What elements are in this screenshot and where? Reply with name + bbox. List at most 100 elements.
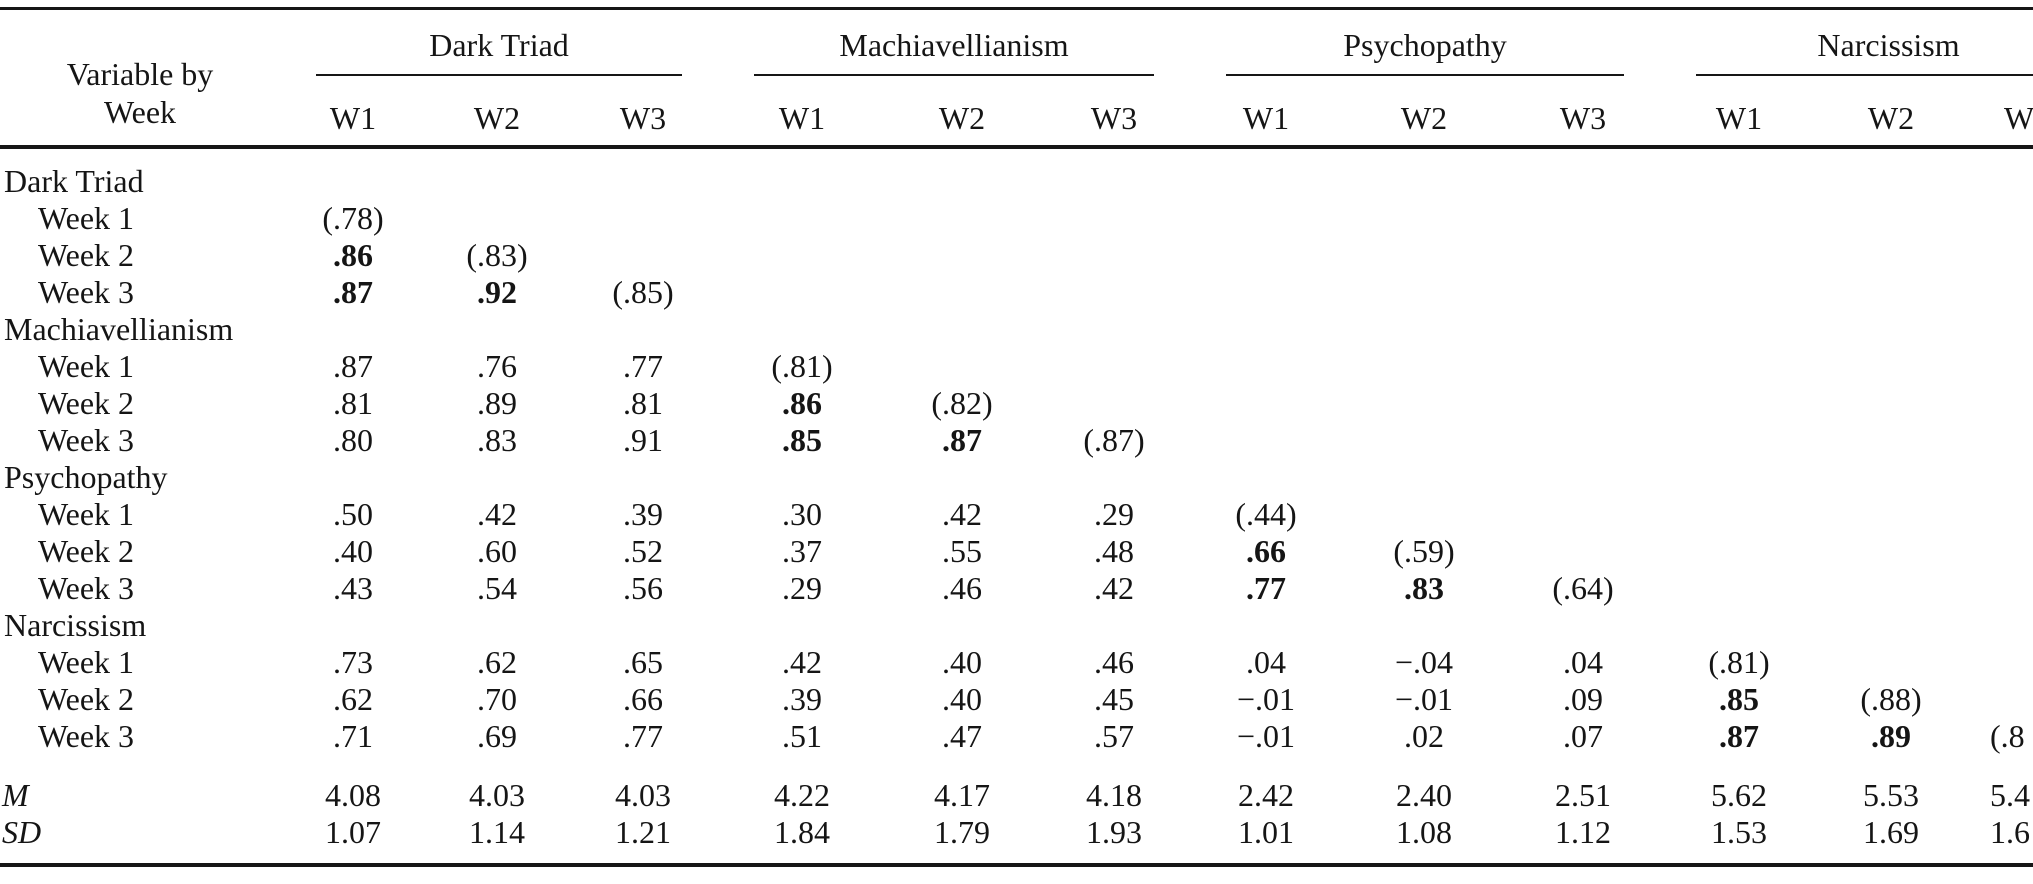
table-cell bbox=[886, 348, 1038, 385]
table-cell: .65 bbox=[623, 643, 663, 680]
table-cell bbox=[1038, 459, 1190, 496]
table-row: Week 1 .87 .76 .77 (.81) bbox=[0, 348, 2033, 385]
table-cell bbox=[1038, 385, 1190, 422]
table-cell bbox=[1506, 422, 1660, 459]
table-cell bbox=[1964, 200, 2033, 237]
table-cell bbox=[718, 237, 886, 274]
table-cell: .42 bbox=[1094, 569, 1135, 606]
table-row: Week 2 .40 .60 .52 .37 .55 .48 .66 (.59) bbox=[0, 533, 2033, 570]
table-cell: .70 bbox=[477, 680, 517, 717]
table-cell bbox=[1342, 147, 1506, 200]
table-cell: .89 bbox=[1871, 717, 1912, 754]
table-row: Machiavellianism bbox=[0, 311, 2033, 348]
table-cell bbox=[568, 147, 718, 200]
table-cell bbox=[1506, 237, 1660, 274]
table-cell: (.87) bbox=[1083, 421, 1145, 458]
table-cell bbox=[1506, 533, 1660, 570]
table-row: Psychopathy bbox=[0, 459, 2033, 496]
row-label: Week 2 bbox=[38, 384, 135, 421]
row-label: Psychopathy bbox=[4, 458, 168, 495]
table-cell bbox=[1964, 459, 2033, 496]
table-cell bbox=[886, 459, 1038, 496]
table-row: Dark Triad bbox=[0, 147, 2033, 200]
table-cell bbox=[1660, 200, 1818, 237]
group-spanner: Machiavellianism bbox=[754, 28, 1155, 76]
table-cell bbox=[1342, 496, 1506, 533]
table-cell bbox=[1506, 311, 1660, 348]
table-cell: 1.12 bbox=[1555, 813, 1612, 850]
table-cell: .52 bbox=[623, 532, 663, 569]
table-cell bbox=[1342, 311, 1506, 348]
table-cell: .77 bbox=[1246, 569, 1287, 606]
row-label: Week 3 bbox=[38, 717, 135, 754]
table-cell: 4.18 bbox=[1086, 776, 1143, 813]
table-cell bbox=[718, 607, 886, 644]
table-cell bbox=[1818, 200, 1964, 237]
row-label: Week 1 bbox=[38, 347, 135, 384]
table-cell bbox=[1818, 274, 1964, 311]
table-cell: .77 bbox=[623, 347, 663, 384]
table-cell bbox=[1190, 607, 1342, 644]
week-col-header: W3 bbox=[1559, 99, 1607, 136]
table-cell: 1.69 bbox=[1863, 813, 1920, 850]
table-cell: 4.08 bbox=[325, 776, 381, 813]
table-row: Week 1 .50 .42 .39 .30 .42 .29 (.44) bbox=[0, 496, 2033, 533]
table-cell: .87 bbox=[333, 347, 373, 384]
table-cell: .29 bbox=[1094, 495, 1135, 532]
table-cell: 5.53 bbox=[1863, 776, 1920, 813]
table-cell bbox=[1964, 607, 2033, 644]
table-cell bbox=[280, 459, 426, 496]
stub-header: Variable by Week bbox=[0, 9, 280, 147]
table-cell: −.01 bbox=[1236, 680, 1296, 717]
table-cell: .04 bbox=[1563, 643, 1604, 680]
table-cell: (.83) bbox=[466, 236, 528, 273]
table-cell: 4.03 bbox=[469, 776, 525, 813]
table-cell bbox=[1964, 422, 2033, 459]
table-cell bbox=[1038, 274, 1190, 311]
table-cell: .87 bbox=[942, 421, 983, 458]
table-cell bbox=[1190, 147, 1342, 200]
table-cell bbox=[1964, 147, 2033, 200]
table-cell: .73 bbox=[333, 643, 373, 680]
table-cell: (.85) bbox=[612, 273, 674, 310]
table-cell bbox=[718, 311, 886, 348]
table-cell: (.88) bbox=[1860, 680, 1922, 717]
table-cell bbox=[1964, 237, 2033, 274]
table-cell: 1.01 bbox=[1238, 813, 1295, 850]
table-row: Week 3 .43 .54 .56 .29 .46 .42 .77 .83 (.64) bbox=[0, 570, 2033, 607]
table-cell bbox=[426, 311, 568, 348]
table-cell: .57 bbox=[1094, 717, 1135, 754]
table-row: Week 2 .81 .89 .81 .86 (.82) bbox=[0, 385, 2033, 422]
table-cell bbox=[1660, 311, 1818, 348]
table-cell bbox=[1038, 200, 1190, 237]
table-cell bbox=[1964, 570, 2033, 607]
table-cell: 1.84 bbox=[774, 813, 831, 850]
row-label: Week 2 bbox=[38, 680, 135, 717]
table-cell bbox=[1964, 681, 2033, 718]
group-spanner: Dark Triad bbox=[316, 28, 683, 76]
table-cell: .60 bbox=[477, 532, 517, 569]
table-cell bbox=[886, 311, 1038, 348]
stub-header-line1: Variable by bbox=[66, 55, 214, 92]
row-label: Week 2 bbox=[38, 532, 135, 569]
table-row: Week 2 .62 .70 .66 .39 .40 .45 −.01 −.01 .09 .85 (.… bbox=[0, 681, 2033, 718]
row-label: M bbox=[2, 776, 29, 813]
table-cell bbox=[1818, 459, 1964, 496]
table-cell bbox=[1964, 533, 2033, 570]
table-cell: (.81) bbox=[1708, 643, 1770, 680]
table-cell: .50 bbox=[333, 495, 373, 532]
week-col-header: W3 bbox=[1090, 99, 1138, 136]
table-cell bbox=[1190, 200, 1342, 237]
table-cell: 1.14 bbox=[469, 813, 525, 850]
table-cell: .92 bbox=[477, 273, 517, 310]
table-cell: 1.08 bbox=[1396, 813, 1453, 850]
table-cell bbox=[1660, 274, 1818, 311]
group-header-dark-triad: Dark Triad bbox=[280, 9, 718, 81]
table-cell: (.82) bbox=[931, 384, 993, 421]
group-header-narcissism: Narcissism bbox=[1660, 9, 2033, 81]
table-row: SD 1.07 1.14 1.21 1.84 1.79 1.93 1.01 1.08 1.12 1.… bbox=[0, 814, 2033, 865]
week-col-header: W2 bbox=[1867, 99, 1915, 136]
table-cell bbox=[1964, 644, 2033, 681]
table-cell: (.78) bbox=[322, 199, 384, 236]
table-cell: .81 bbox=[333, 384, 373, 421]
